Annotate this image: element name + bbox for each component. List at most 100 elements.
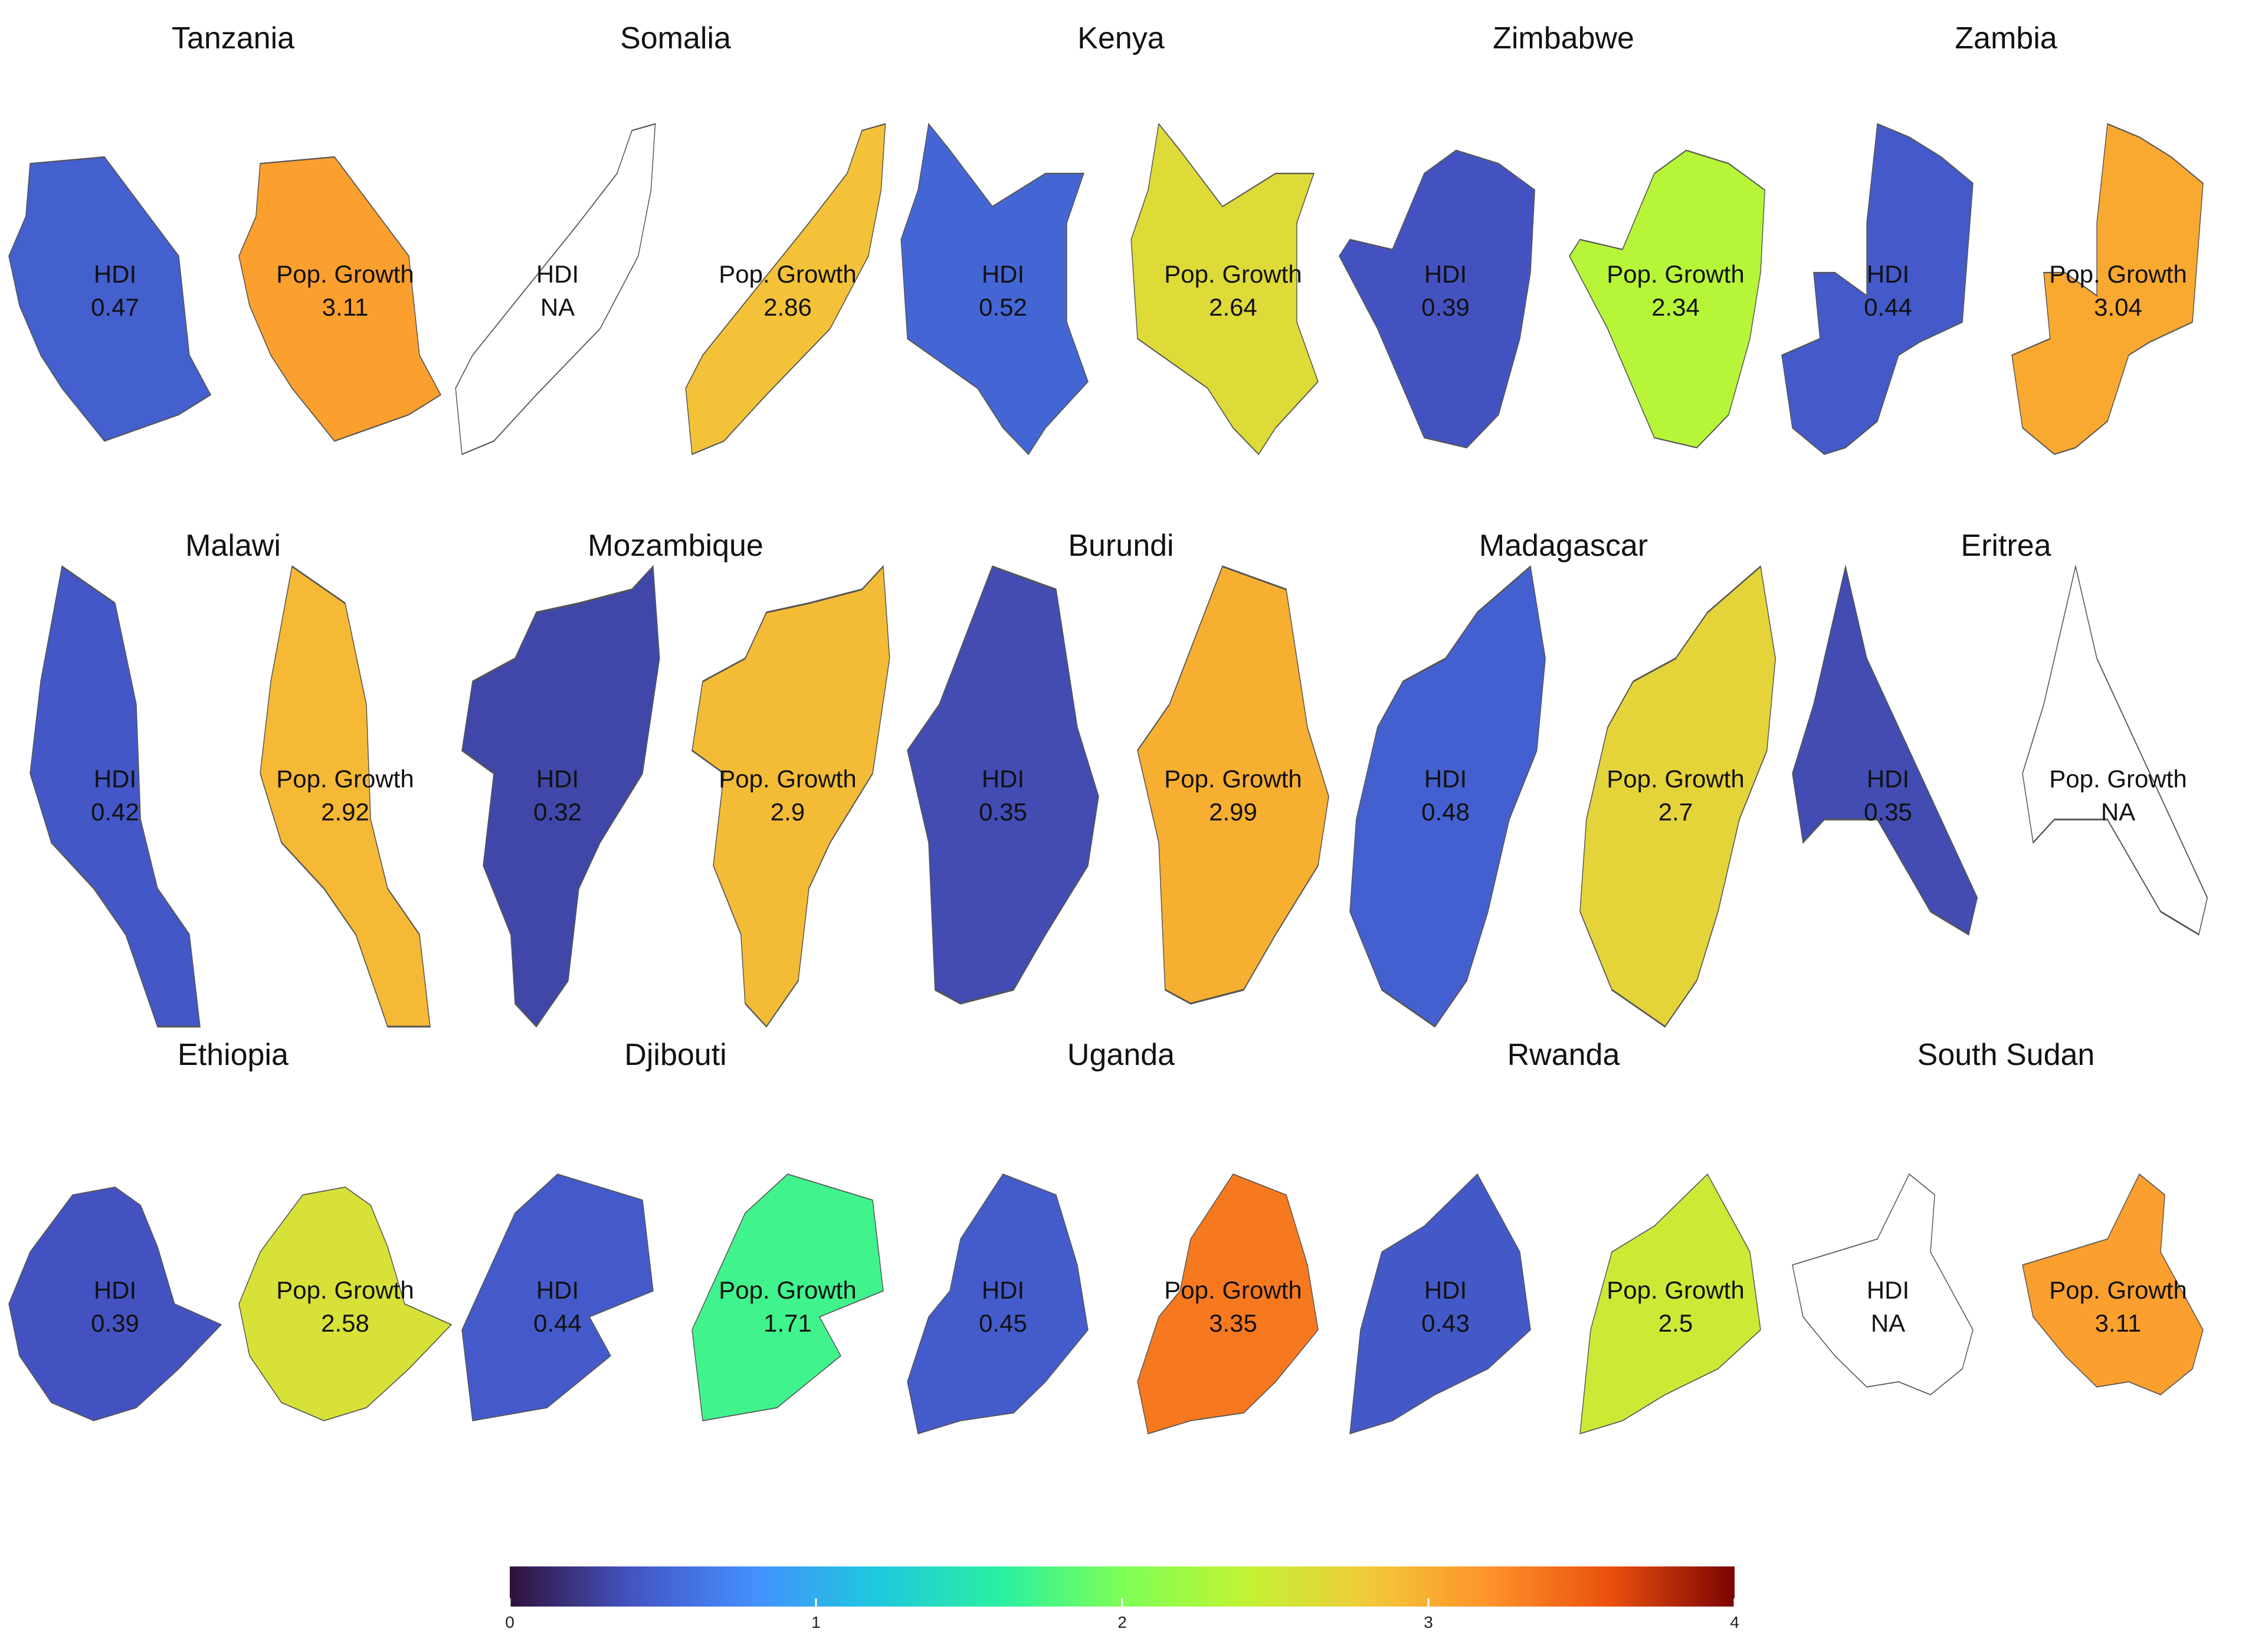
ethiopia-outline [8,1186,222,1421]
hdi-region-fill [8,156,212,442]
hdi-value: NA [1871,1309,1905,1337]
country-title: Uganda [1067,1038,1175,1072]
hdi-label: HDI [1867,765,1909,792]
pop_growth-region-fill [691,565,890,1028]
country-panel: Ethiopia HDI 0.39 Pop. Growth 2.58 [8,1038,453,1421]
uganda-outline [1137,1173,1319,1435]
hdi-value: 0.39 [1421,293,1470,321]
pop_growth-region-fill [1130,123,1319,455]
pop_growth-label: Pop. Growth [719,765,856,792]
rwanda-outline [1579,1173,1761,1435]
country-panel: Tanzania HDI 0.47 Pop. Growth 3.11 [8,21,442,442]
pop_growth-value: 2.5 [1658,1309,1693,1337]
mozambique-outline [691,565,890,1028]
country-panel: Kenya HDI 0.52 Pop. Growth 2.64 [900,21,1319,455]
djibouti-outline [461,1174,654,1421]
hdi-label: HDI [1867,260,1909,288]
hdi-value: 0.48 [1421,798,1470,825]
country-title: Mozambique [588,529,763,563]
country-title: Djibouti [624,1038,726,1072]
ethiopia-outline [238,1186,453,1421]
somalia-outline [455,123,656,455]
pop_growth-label: Pop. Growth [1607,1276,1744,1304]
hdi-label: HDI [982,260,1024,288]
hdi-region-fill [1792,564,1978,936]
country-title: South Sudan [1918,1038,2095,1072]
south-sudan-outline [1792,1173,1974,1395]
pop_growth-value: 2.34 [1651,293,1700,321]
hdi-region-fill [900,123,1089,455]
hdi-region-fill [907,1173,1089,1435]
legend-tick-label: 2 [1117,1613,1127,1631]
hdi-label: HDI [94,260,136,288]
country-title: Ethiopia [178,1038,289,1072]
country-panel: Somalia HDI NA Pop. Growth 2.86 [455,21,886,455]
hdi-region-fill [1349,1173,1531,1435]
country-title: Malawi [185,529,281,563]
pop_growth-value: 3.04 [2094,293,2142,321]
madagascar-outline [1349,565,1546,1028]
hdi-value: NA [540,293,575,321]
hdi-label: HDI [94,765,136,792]
country-panel: Uganda HDI 0.45 Pop. Growth 3.35 [907,1038,1319,1435]
hdi-value: 0.44 [533,1309,582,1337]
pop_growth-label: Pop. Growth [276,260,414,288]
zimbabwe-outline [1569,149,1765,448]
pop_growth-label: Pop. Growth [1164,1276,1302,1304]
pop_growth-region-fill [2022,1173,2204,1395]
djibouti-outline [691,1174,884,1421]
country-panel: Malawi HDI 0.42 Pop. Growth 2.92 [30,529,431,1028]
hdi-region-fill [30,565,201,1028]
country-panel: Burundi HDI 0.35 Pop. Growth 2.99 [907,529,1329,1005]
pop_growth-value: 2.86 [763,293,812,321]
legend-tick-label: 3 [1424,1613,1433,1631]
hdi-region-fill [461,1174,654,1421]
country-title: Eritrea [1961,529,2051,563]
legend-tick-label: 1 [811,1613,821,1631]
legend-tick-label: 0 [505,1613,514,1631]
hdi-value: 0.52 [979,293,1027,321]
color-legend: 0 1 2 3 4 [505,1566,1739,1631]
pop_growth-region-fill [1137,565,1329,1005]
pop_growth-value: 2.64 [1209,293,1257,321]
malawi-outline [30,565,201,1028]
south-sudan-outline [2022,1173,2204,1395]
country-panel: Eritrea HDI 0.35 Pop. Growth NA [1792,529,2208,936]
hdi-region-fill [8,1186,222,1421]
country-title: Rwanda [1507,1038,1620,1072]
hdi-value: 0.32 [533,798,582,825]
pop_growth-value: 3.35 [1209,1309,1257,1337]
pop_growth-region-fill [238,1186,453,1421]
tanzania-outline [8,156,212,442]
mozambique-outline [461,565,660,1028]
country-title: Zambia [1955,21,2057,55]
burundi-outline [1137,565,1329,1005]
pop_growth-label: Pop. Growth [2049,260,2187,288]
uganda-outline [907,1173,1089,1435]
hdi-label: HDI [1424,1276,1467,1304]
hdi-region-fill [1349,565,1546,1028]
pop_growth-label: Pop. Growth [1164,260,1302,288]
pop_growth-value: 2.7 [1658,798,1693,825]
pop_growth-region-fill [1569,149,1765,448]
country-panel: Zambia HDI 0.44 Pop. Growth 3.04 [1781,21,2204,455]
pop_growth-value: 1.71 [763,1309,812,1337]
hdi-label: HDI [1867,1276,1909,1304]
pop_growth-region-fill [2011,123,2204,455]
country-panel: Rwanda HDI 0.43 Pop. Growth 2.5 [1349,1038,1761,1435]
pop_growth-value: NA [2101,798,2135,825]
madagascar-outline [1579,565,1776,1028]
kenya-outline [1130,123,1319,455]
tanzania-outline [238,156,442,442]
zambia-outline [1781,123,1974,455]
country-panel: Madagascar HDI 0.48 Pop. Growth 2.7 [1349,529,1776,1028]
country-panel: South Sudan HDI NA Pop. Growth 3.11 [1792,1038,2204,1395]
pop_growth-region-fill [691,1174,884,1421]
pop_growth-value: 2.92 [321,798,369,825]
zimbabwe-outline [1339,149,1535,448]
pop_growth-label: Pop. Growth [2049,765,2187,792]
hdi-label: HDI [94,1276,136,1304]
hdi-region-fill [461,565,660,1028]
eritrea-outline [1792,564,1978,936]
